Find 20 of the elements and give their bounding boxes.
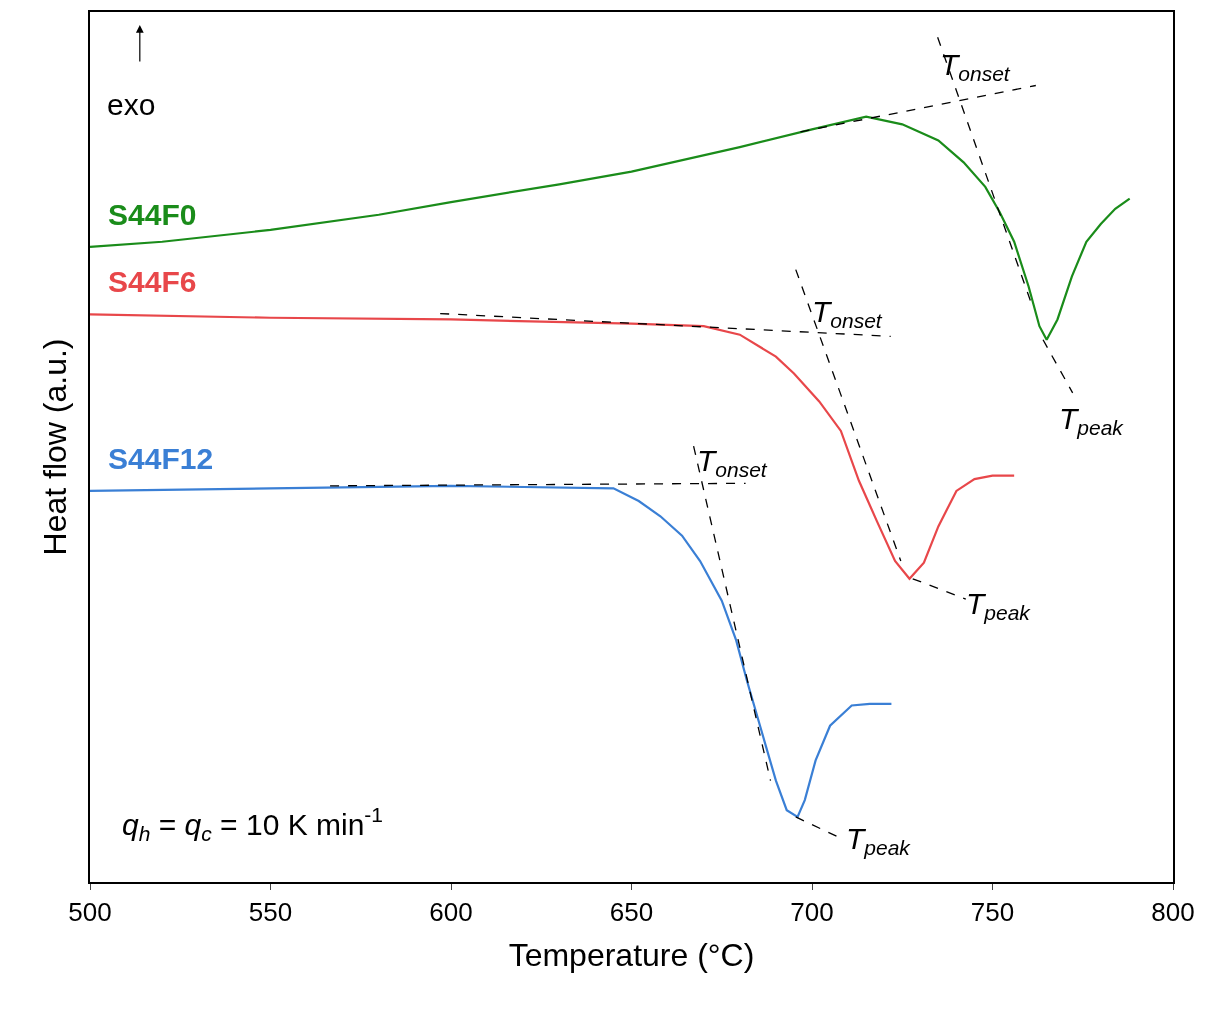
annotation: T$_{peak}$ [966, 587, 1032, 625]
series-label: S44F12 [108, 442, 214, 475]
annotation: T$_{onset}$ [697, 444, 768, 482]
x-tick-label: 550 [248, 896, 293, 927]
x-tick-label: 650 [609, 896, 654, 927]
x-tick-label: 500 [68, 896, 112, 927]
annotation: T$_{peak}$ [846, 822, 912, 860]
annotation: T$_{peak}$ [1059, 402, 1125, 440]
annotation: q$_{h}$ = q$_{c}$ = 10 K min$^{-1}$ [122, 803, 384, 845]
series-label: S44F0 [108, 198, 197, 231]
annotation: T$_{onset}$ [940, 48, 1011, 86]
x-tick-label: 700 [790, 896, 834, 927]
x-axis-title: Temperature (°C) [508, 937, 755, 974]
x-tick-label: 800 [1151, 896, 1195, 927]
x-tick-label: 750 [970, 896, 1015, 927]
annotation: T$_{onset}$ [812, 295, 883, 333]
annotation: exo [107, 88, 156, 121]
y-axis-title: Heat flow (a.u.) [37, 338, 74, 556]
x-tick-label: 600 [429, 896, 473, 927]
series-label: S44F6 [108, 265, 197, 298]
